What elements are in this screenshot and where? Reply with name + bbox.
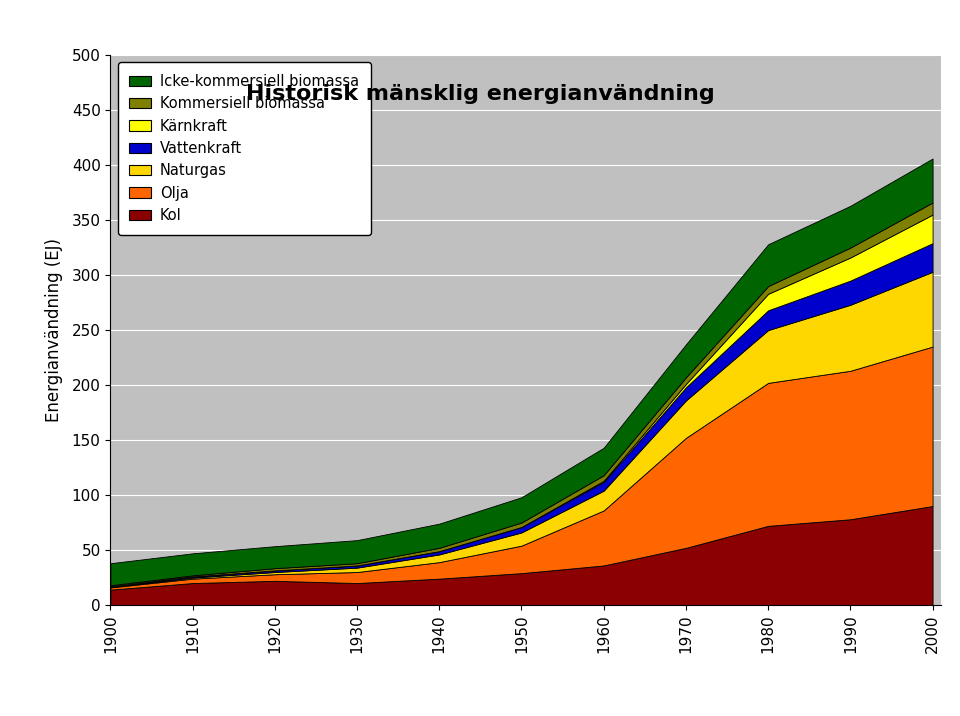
Legend: Icke-kommersiell biomassa, Kommersiell biomassa, Kärnkraft, Vattenkraft, Naturga: Icke-kommersiell biomassa, Kommersiell b…: [118, 62, 371, 235]
Text: John Holmberg: John Holmberg: [795, 16, 939, 35]
Text: CHALMERS: CHALMERS: [21, 11, 192, 40]
Y-axis label: Energianvändning (EJ): Energianvändning (EJ): [45, 238, 63, 422]
Text: Historisk mänsklig energianvändning: Historisk mänsklig energianvändning: [246, 84, 714, 104]
